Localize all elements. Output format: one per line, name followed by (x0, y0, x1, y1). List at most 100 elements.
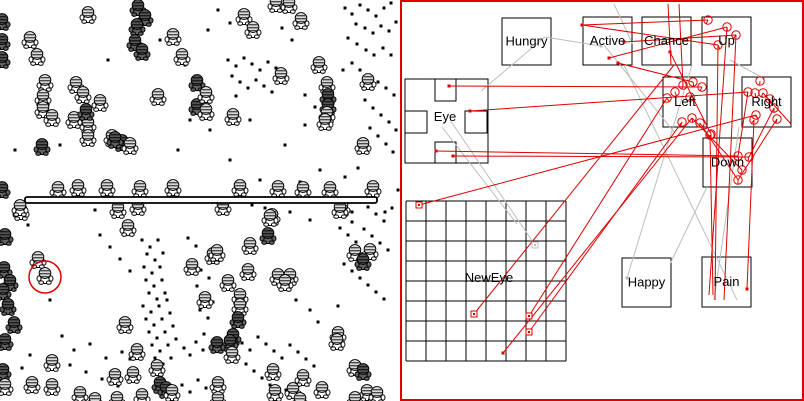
creature[interactable] (365, 181, 381, 198)
creature[interactable] (150, 89, 166, 106)
creature[interactable] (293, 13, 309, 30)
neuron-circle[interactable] (662, 93, 672, 103)
creature[interactable] (50, 182, 66, 199)
creature[interactable] (29, 49, 45, 66)
creature[interactable] (267, 385, 283, 401)
creature[interactable] (99, 180, 115, 197)
neuron-circle[interactable] (751, 110, 761, 120)
creature[interactable] (6, 317, 22, 334)
food-dot (350, 210, 354, 214)
neuron-circle[interactable] (758, 88, 768, 98)
creature[interactable] (270, 181, 286, 198)
creature[interactable] (260, 228, 276, 245)
creature[interactable] (165, 180, 181, 197)
creature[interactable] (37, 268, 53, 285)
creature[interactable] (134, 389, 150, 401)
creature[interactable] (232, 180, 248, 197)
neuron-circle[interactable] (744, 152, 754, 162)
neuron-circle[interactable] (731, 30, 741, 40)
creature[interactable] (220, 275, 236, 292)
neuron-circle[interactable] (772, 114, 782, 124)
neuron-circle[interactable] (749, 115, 759, 125)
neuron-circle[interactable] (695, 118, 705, 128)
neuron-circle[interactable] (703, 15, 713, 25)
neuron-circle[interactable] (685, 92, 695, 102)
creature[interactable] (209, 245, 225, 262)
creature[interactable] (37, 75, 53, 92)
creature[interactable] (273, 68, 289, 85)
node-happy[interactable] (621, 257, 672, 308)
creature[interactable] (107, 369, 123, 386)
creature[interactable] (0, 34, 10, 51)
creature[interactable] (24, 377, 40, 394)
creature[interactable] (355, 138, 371, 155)
neuron-circle[interactable] (733, 151, 743, 161)
creature[interactable] (174, 49, 190, 66)
creature[interactable] (265, 364, 281, 381)
creature[interactable] (72, 387, 88, 401)
creature[interactable] (87, 393, 103, 401)
node-up[interactable] (701, 16, 752, 66)
neuron-circle[interactable] (670, 87, 680, 97)
creature[interactable] (311, 57, 327, 74)
creature[interactable] (44, 379, 60, 396)
neuron-circle[interactable] (688, 77, 698, 87)
neuron-circle[interactable] (713, 40, 723, 50)
node-pain[interactable] (701, 256, 752, 308)
creature[interactable] (0, 379, 13, 396)
creature[interactable] (197, 292, 213, 309)
neuron-circle[interactable] (697, 82, 707, 92)
creature[interactable] (132, 181, 148, 198)
creature[interactable] (44, 355, 60, 372)
creature[interactable] (125, 367, 141, 384)
creature[interactable] (34, 139, 50, 156)
creature[interactable] (0, 182, 10, 199)
creature[interactable] (80, 7, 96, 24)
node-right[interactable] (741, 76, 792, 128)
food-dot (363, 26, 367, 30)
creature[interactable] (110, 202, 126, 219)
neuron-circle[interactable] (687, 113, 697, 123)
creature[interactable] (281, 0, 297, 13)
creature[interactable] (210, 377, 226, 394)
creature[interactable] (92, 95, 108, 112)
neuron-circle[interactable] (737, 165, 747, 175)
creature[interactable] (30, 252, 46, 269)
active-wire (737, 118, 778, 181)
creature[interactable] (209, 337, 225, 354)
creature[interactable] (109, 392, 125, 401)
creature[interactable] (242, 238, 258, 255)
creature[interactable] (360, 74, 376, 91)
creature[interactable] (0, 229, 13, 246)
creature[interactable] (184, 259, 200, 276)
creature[interactable] (295, 182, 311, 199)
creature[interactable] (117, 317, 133, 334)
creature[interactable] (322, 182, 338, 199)
food-dot (248, 348, 252, 352)
creature[interactable] (0, 14, 10, 31)
node-hungry[interactable] (501, 17, 552, 66)
creature[interactable] (314, 382, 330, 399)
creature[interactable] (0, 52, 10, 69)
creature[interactable] (0, 334, 13, 351)
neuron-circle[interactable] (769, 103, 779, 113)
creature[interactable] (225, 109, 241, 126)
creature[interactable] (129, 344, 145, 361)
neuron-circle[interactable] (677, 117, 687, 127)
neuron-circle[interactable] (765, 94, 775, 104)
creature[interactable] (70, 180, 86, 197)
wire-endpoint-dot (580, 23, 584, 27)
creature[interactable] (165, 29, 181, 46)
creature[interactable] (149, 360, 165, 377)
eye-receptor-box (464, 110, 488, 134)
creature[interactable] (120, 220, 136, 237)
creature[interactable] (22, 32, 38, 49)
food-dot (355, 42, 359, 46)
neuron-circle[interactable] (743, 87, 753, 97)
creature[interactable] (0, 364, 11, 381)
food-dot (392, 93, 396, 97)
world-panel[interactable] (0, 0, 400, 401)
neuron-circle[interactable] (678, 80, 688, 90)
creature[interactable] (240, 264, 256, 281)
creature[interactable] (0, 299, 16, 316)
